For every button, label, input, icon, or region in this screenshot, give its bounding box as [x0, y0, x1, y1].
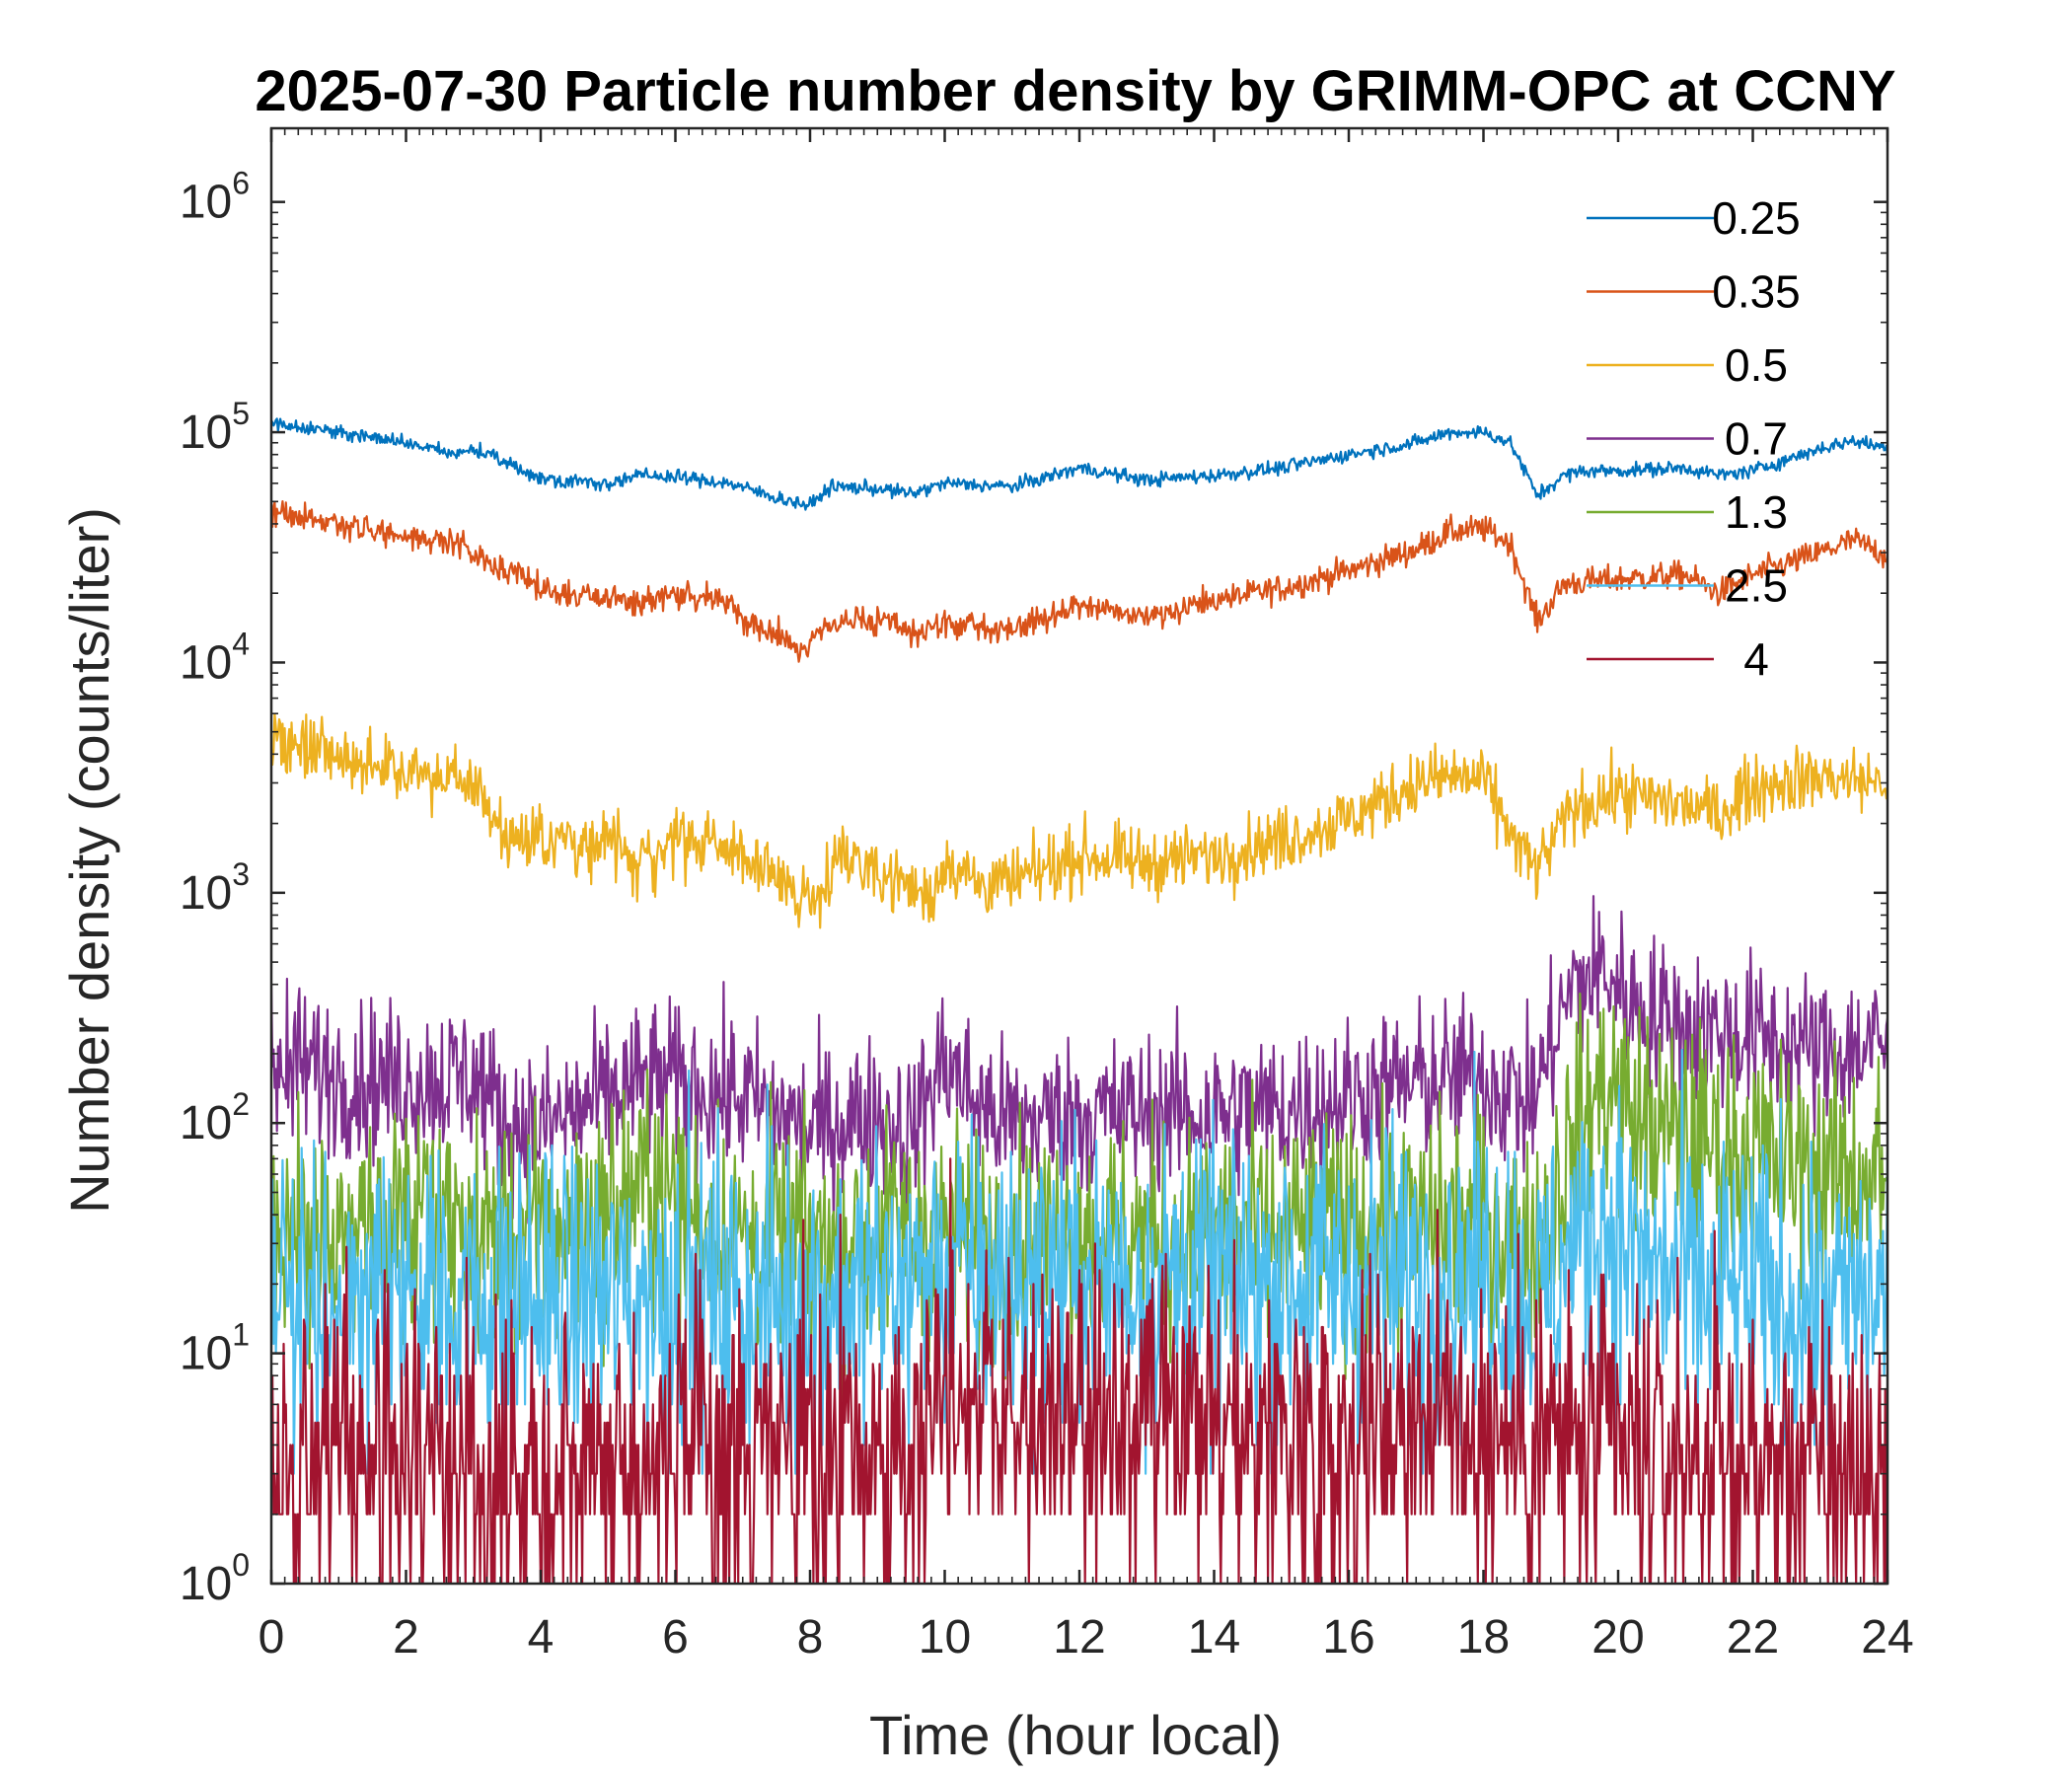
legend-label-1.3: 1.3 — [1725, 486, 1788, 538]
x-tick-label: 2 — [393, 1611, 419, 1664]
y-tick-label: 103 — [180, 856, 250, 920]
x-tick-label: 22 — [1727, 1611, 1779, 1664]
legend-label-0.35: 0.35 — [1712, 266, 1801, 318]
y-tick-label: 105 — [180, 396, 250, 459]
legend-label-4: 4 — [1743, 633, 1769, 685]
legend-label-0.5: 0.5 — [1725, 339, 1788, 391]
series-layer — [271, 417, 1887, 1584]
chart-title: 2025-07-30 Particle number density by GR… — [255, 59, 1895, 123]
y-tick-label: 101 — [180, 1317, 250, 1380]
y-tick-label: 102 — [180, 1086, 250, 1149]
legend-label-0.7: 0.7 — [1725, 413, 1788, 465]
x-tick-label: 10 — [919, 1611, 971, 1664]
x-axis-label: Time (hour local) — [869, 1704, 1282, 1766]
legend-label-0.25: 0.25 — [1712, 192, 1801, 244]
x-tick-label: 6 — [662, 1611, 689, 1664]
legend-label-2.5: 2.5 — [1725, 560, 1788, 612]
legend: 0.25 0.35 0.5 0.7 1.3 2.5 4 — [1587, 192, 1801, 685]
x-tick-label: 12 — [1053, 1611, 1105, 1664]
y-tick-label: 106 — [180, 166, 250, 229]
x-tick-label: 0 — [259, 1611, 285, 1664]
series-line-4 — [271, 1157, 1887, 1584]
x-tick-label: 20 — [1591, 1611, 1644, 1664]
y-tick-label: 104 — [180, 626, 250, 689]
axes-layer: 0 2 4 6 8 10 12 14 16 18 20 22 241001011021031041051… — [180, 126, 1914, 1664]
x-tick-label: 14 — [1188, 1611, 1240, 1664]
y-axis-label: Number density (counts/liter) — [58, 507, 120, 1214]
series-line-0.7 — [271, 895, 1887, 1231]
x-tick-label: 8 — [797, 1611, 824, 1664]
series-line-0.5 — [271, 712, 1887, 929]
x-tick-label: 18 — [1457, 1611, 1510, 1664]
series-line-0.35 — [271, 500, 1887, 663]
y-tick-label: 100 — [180, 1547, 250, 1610]
x-tick-label: 24 — [1861, 1611, 1913, 1664]
x-tick-label: 4 — [528, 1611, 555, 1664]
x-tick-label: 16 — [1322, 1611, 1374, 1664]
series-line-2.5 — [271, 1048, 1887, 1475]
series-line-0.25 — [271, 417, 1887, 511]
